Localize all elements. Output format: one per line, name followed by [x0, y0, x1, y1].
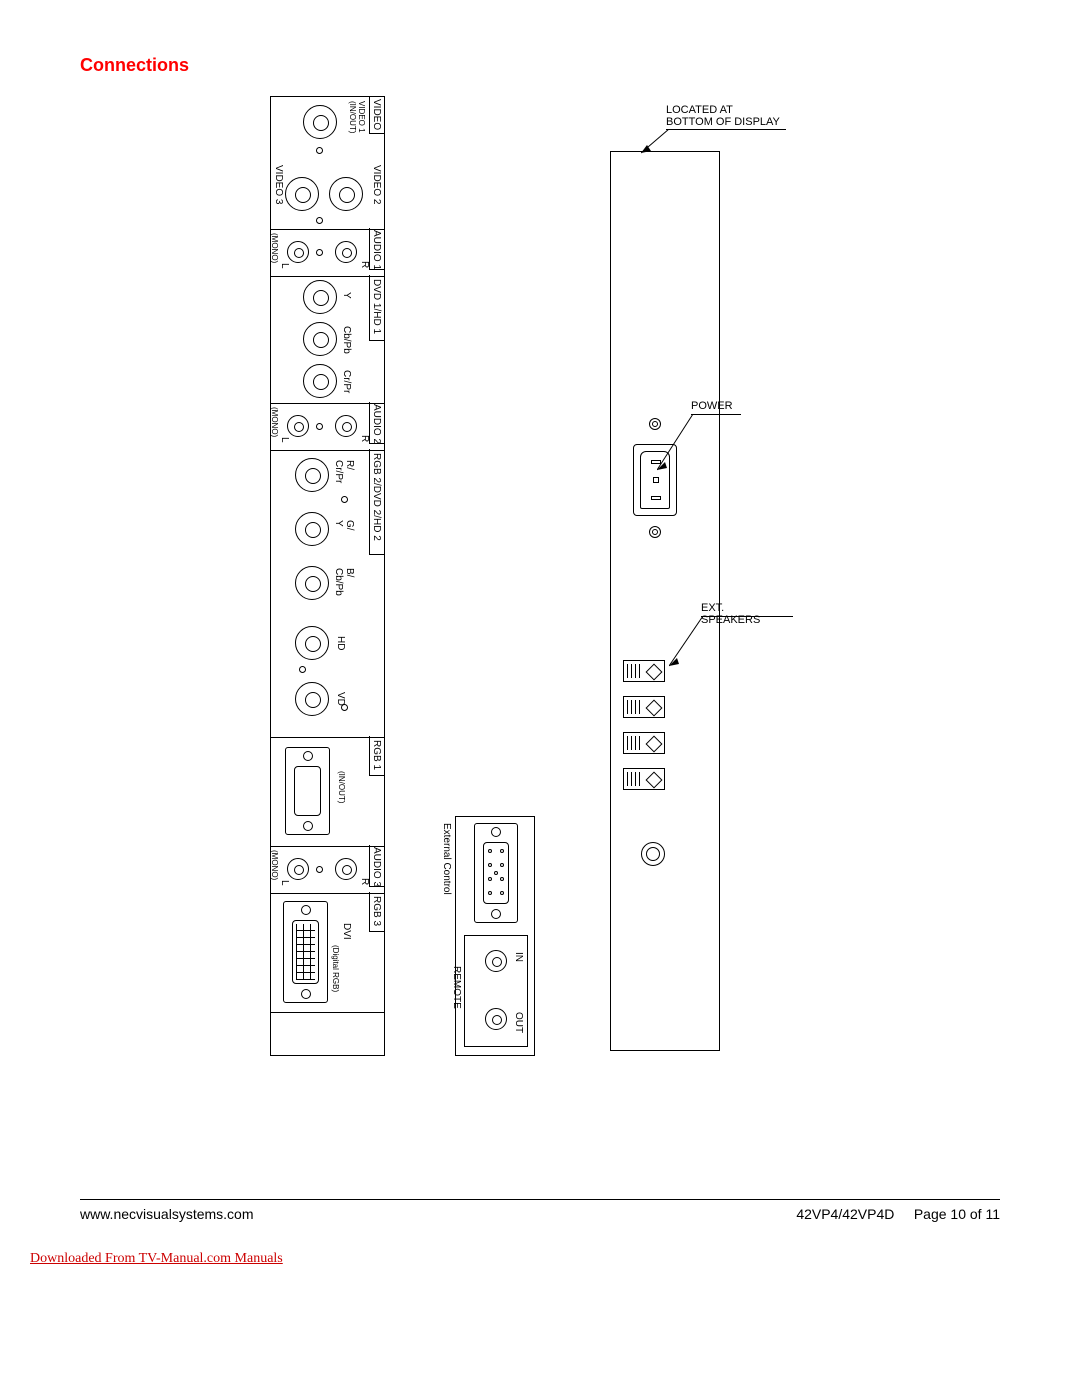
audio1-l: L: [279, 263, 290, 269]
audio1-label: AUDIO 1: [371, 230, 382, 270]
rgb1-inout: (IN/OUT): [337, 771, 346, 803]
audio3-l: L: [279, 880, 290, 886]
b-cbpb-jack: [295, 566, 329, 600]
video3-jack: [285, 177, 319, 211]
speaker-terminal: [623, 696, 665, 718]
screw-dot: [299, 666, 306, 673]
y-jack: [303, 280, 337, 314]
mount-hole: [649, 418, 661, 430]
mount-hole: [649, 526, 661, 538]
hd-label: HD: [335, 636, 346, 650]
g-y-label: G/ Y: [333, 520, 355, 531]
screw-dot: [316, 249, 323, 256]
audio2-label: AUDIO 2: [371, 404, 382, 444]
vd-jack: [295, 682, 329, 716]
power-panel: LOCATED AT BOTTOM OF DISPLAY POWER: [610, 151, 720, 1051]
audio1-r: R: [359, 261, 370, 268]
leader-line: [669, 616, 705, 670]
audio3-l-jack: [287, 858, 309, 880]
cbpb-label: Cb/Pb: [341, 326, 352, 354]
screw-dot: [341, 496, 348, 503]
video-group: VIDEO VIDEO 1 (IN/OUT) VIDEO 2 VIDEO 3: [270, 97, 385, 230]
screw-dot: [341, 704, 348, 711]
video1-note: VIDEO 1 (IN/OUT): [348, 101, 366, 133]
speaker-terminal: [623, 660, 665, 682]
cbpb-jack: [303, 322, 337, 356]
audio1-l-jack: [287, 241, 309, 263]
rgb2-group: RGB 2/DVD 2/HD 2 R/ Cr/Pr G/ Y B/ Cb/Pb …: [270, 450, 385, 738]
audio2-r-jack: [335, 415, 357, 437]
footer-model: 42VP4/42VP4D: [796, 1206, 894, 1222]
audio3-group: AUDIO 3 R L (MONO): [270, 846, 385, 894]
crpr-jack: [303, 364, 337, 398]
audio3-mono: (MONO): [270, 850, 279, 880]
rgb3-label: RGB 3: [371, 896, 382, 926]
video2-label: VIDEO 2: [371, 165, 382, 204]
remote-label: REMOTE: [451, 966, 462, 1009]
main-connector-panel: VIDEO VIDEO 1 (IN/OUT) VIDEO 2 VIDEO 3 A…: [270, 96, 385, 1056]
audio1-group: AUDIO 1 R L (MONO): [270, 229, 385, 277]
r-crpr-label: R/ Cr/Pr: [333, 460, 355, 483]
rgb1-group: RGB 1 (IN/OUT): [270, 737, 385, 847]
power-text: POWER: [691, 400, 733, 412]
dvi-sub-label: (Digital RGB): [331, 945, 340, 992]
ac-inlet: [633, 444, 677, 516]
video1-jack: [303, 105, 337, 139]
located-at-text: LOCATED AT BOTTOM OF DISPLAY: [666, 104, 780, 128]
ext-speakers-text: EXT. SPEAKERS: [701, 602, 760, 626]
audio3-r-jack: [335, 858, 357, 880]
speaker-terminal: [623, 732, 665, 754]
audio1-r-jack: [335, 241, 357, 263]
video3-label: VIDEO 3: [273, 165, 284, 204]
audio2-mono: (MONO): [270, 407, 279, 437]
footer-url: www.necvisualsystems.com: [80, 1206, 254, 1222]
audio3-label: AUDIO 3: [371, 847, 382, 887]
video-label-box: VIDEO: [369, 96, 385, 134]
y-label: Y: [341, 292, 352, 299]
section-heading: Connections: [80, 55, 1000, 76]
connections-diagram: VIDEO VIDEO 1 (IN/OUT) VIDEO 2 VIDEO 3 A…: [80, 96, 1000, 1106]
dvi-label: DVI: [341, 923, 352, 940]
remote-out-jack: [485, 1008, 507, 1030]
external-control-label: External Control: [441, 823, 452, 895]
audio2-l: L: [279, 437, 290, 443]
g-y-jack: [295, 512, 329, 546]
dvdhd1-group: DVD 1/HD 1 Y Cb/Pb Cr/Pr: [270, 276, 385, 404]
external-control-port: [474, 823, 518, 923]
vga-port: [285, 747, 330, 835]
b-cbpb-label: B/ Cb/Pb: [333, 568, 355, 596]
audio2-r: R: [359, 435, 370, 442]
audio1-mono: (MONO): [270, 233, 279, 263]
remote-panel: External Control REMOTE IN: [455, 816, 535, 1056]
video-label: VIDEO: [371, 99, 382, 130]
audio2-l-jack: [287, 415, 309, 437]
r-crpr-jack: [295, 458, 329, 492]
leader-line: [641, 129, 671, 155]
remote-out-label: OUT: [513, 1012, 524, 1033]
screw-dot: [316, 866, 323, 873]
dvi-port: [283, 901, 328, 1003]
remote-box: REMOTE IN OUT: [464, 935, 528, 1047]
screw-dot: [316, 147, 323, 154]
crpr-label: Cr/Pr: [341, 370, 352, 393]
screw-dot: [316, 423, 323, 430]
video2-jack: [329, 177, 363, 211]
dvdhd1-label: DVD 1/HD 1: [371, 279, 382, 334]
screw-dot: [316, 217, 323, 224]
footer-page: Page 10 of 11: [914, 1206, 1000, 1222]
audio2-group: AUDIO 2 R L (MONO): [270, 403, 385, 451]
page-footer: www.necvisualsystems.com 42VP4/42VP4D Pa…: [80, 1199, 1000, 1222]
speaker-terminal: [623, 768, 665, 790]
download-source-link[interactable]: Downloaded From TV-Manual.com Manuals: [30, 1251, 283, 1267]
rgb1-label: RGB 1: [371, 740, 382, 770]
remote-in-label: IN: [513, 952, 524, 962]
rgb3-group: RGB 3 DVI (Digital RGB): [270, 893, 385, 1013]
mount-hole: [641, 842, 665, 866]
rgb2-label: RGB 2/DVD 2/HD 2: [371, 453, 382, 541]
speaker-terminal-block: [623, 660, 669, 816]
remote-in-jack: [485, 950, 507, 972]
audio3-r: R: [359, 878, 370, 885]
hd-jack: [295, 626, 329, 660]
